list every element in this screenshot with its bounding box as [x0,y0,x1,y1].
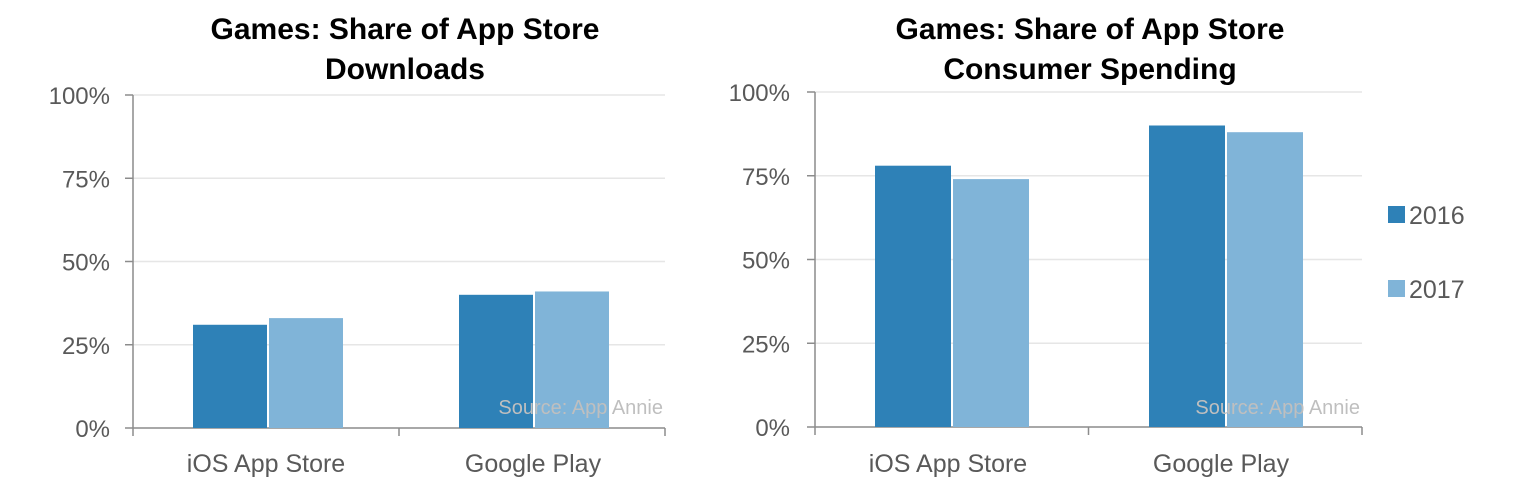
legend-swatch-2016 [1388,206,1405,223]
y-tick-label: 50% [62,250,110,277]
chart-1: Games: Share of App Store Downloads 0% 25% 5… [49,13,666,478]
x-category-label: Google Play [1153,450,1290,478]
source-annotation: Source: App Annie [498,397,663,419]
y-tick-label: 25% [742,331,790,358]
x-category-label: iOS App Store [187,450,345,478]
y-tick-label: 50% [742,248,790,275]
legend-swatch-2017 [1388,280,1405,297]
bar-2017-1 [953,179,1029,427]
x-category-label: Google Play [465,450,602,478]
bar-2016-2 [1149,125,1225,427]
source-annotation: Source: App Annie [1195,397,1360,419]
chart-title-line: Games: Share of App Store [211,13,600,46]
chart-title-line: Downloads [325,53,485,86]
bar-2017-2 [1227,132,1303,427]
y-tick-label: 100% [49,83,110,110]
bar-2016-2 [459,294,533,428]
bar-2017-1 [269,318,343,428]
chart-2: Games: Share of App Store Consumer Spendi… [729,13,1363,478]
chart-title-line: Games: Share of App Store [896,13,1285,46]
y-tick-label: 75% [62,166,110,193]
y-tick-label: 0% [755,415,790,442]
legend-label: 2017 [1409,276,1465,304]
x-category-label: iOS App Store [869,450,1027,478]
y-tick-label: 25% [62,333,110,360]
bar-2017-2 [535,291,609,428]
bar-2016-1 [875,165,951,427]
y-tick-label: 100% [729,80,790,107]
y-tick-label: 0% [75,416,110,443]
chart-title-line: Consumer Spending [943,53,1236,86]
y-tick-label: 75% [742,164,790,191]
legend: 2016 2017 [1388,202,1465,304]
legend-label: 2016 [1409,202,1465,230]
bar-2016-1 [193,324,267,428]
